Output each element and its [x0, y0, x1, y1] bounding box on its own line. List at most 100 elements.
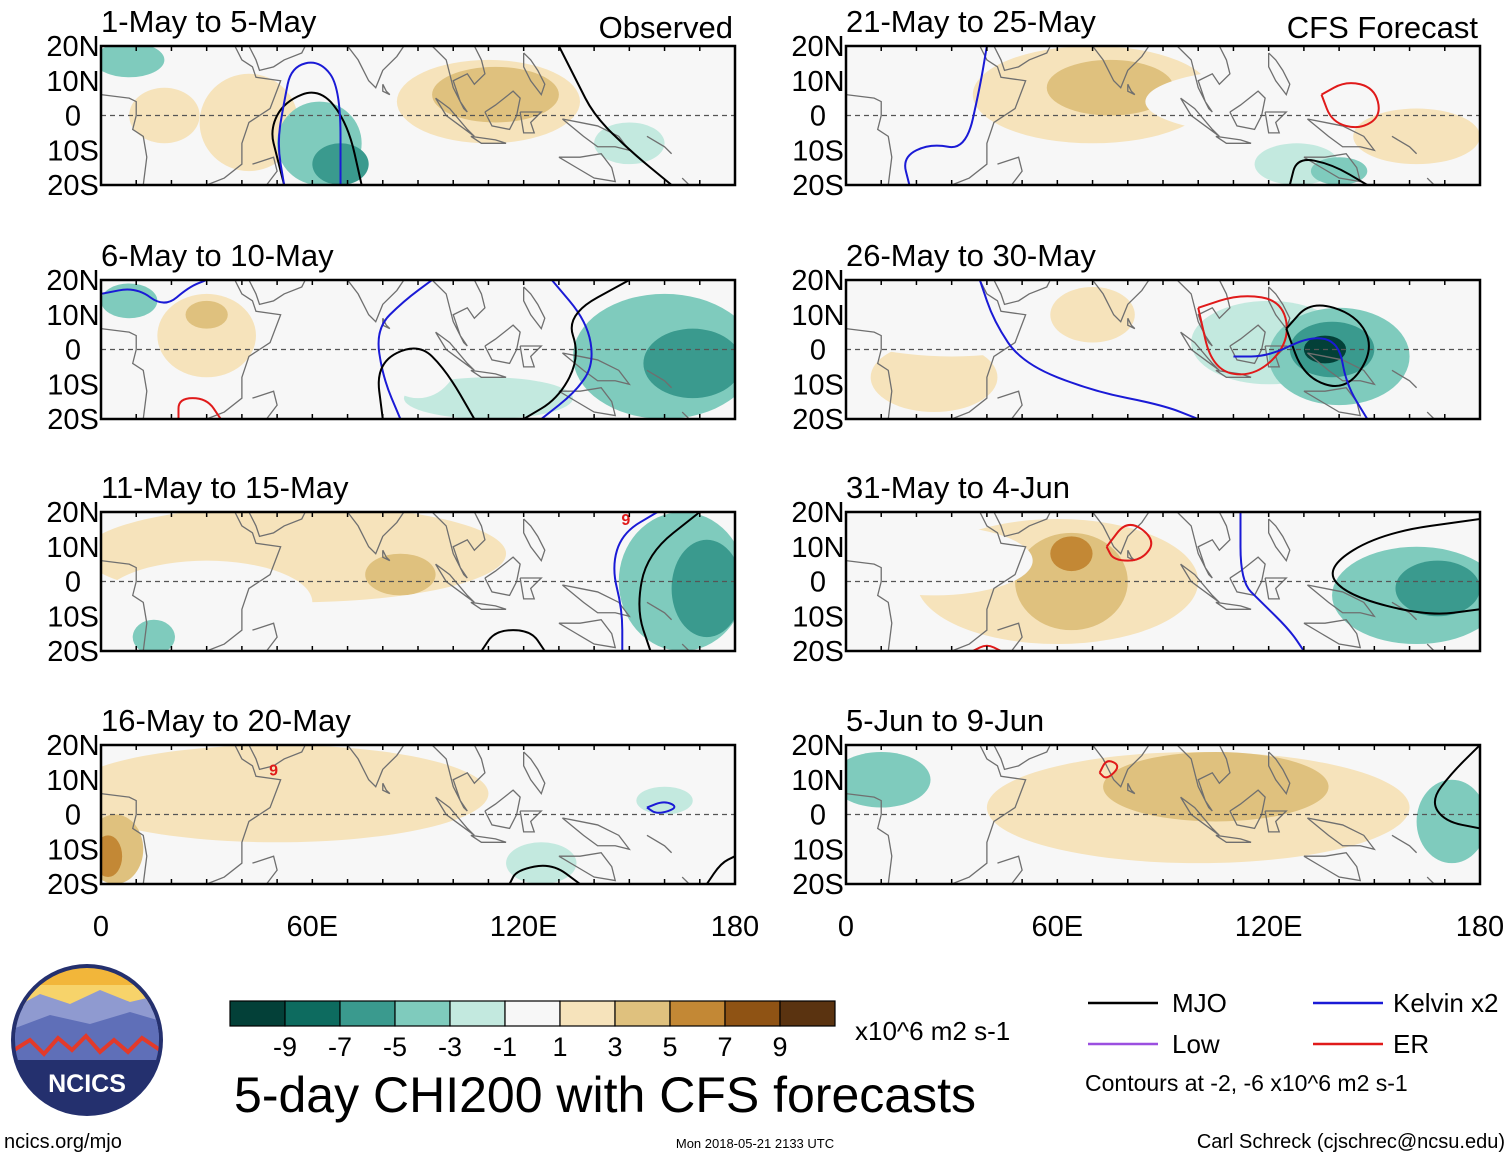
panel-title: 5-Jun to 9-Jun: [846, 703, 1044, 738]
y-tick-label: 0: [810, 335, 826, 367]
coastline: [248, 512, 306, 538]
colorbar-label: 1: [552, 1032, 567, 1062]
coastline: [1229, 789, 1266, 830]
mjo-contour: [377, 347, 476, 419]
er-contour: [1098, 760, 1119, 779]
coastline: [470, 834, 507, 843]
coastline: [993, 745, 1051, 771]
x-tick-label: 120E: [490, 911, 558, 943]
coastline: [519, 810, 543, 833]
y-tick-label: 10N: [791, 532, 844, 564]
mjo-contour: [638, 512, 701, 651]
er-contour: [1320, 82, 1380, 129]
kelvin-contour: [1233, 337, 1369, 419]
x-tick-label: 0: [838, 911, 854, 943]
mjo-contour: [1288, 159, 1368, 185]
coastline: [252, 622, 278, 651]
coastline: [646, 135, 673, 155]
enhanced-anomaly: [403, 377, 573, 419]
coastline: [561, 584, 631, 618]
suppressed-anomaly: [157, 293, 256, 378]
enhanced-anomaly: [671, 539, 735, 638]
coastline: [1268, 751, 1291, 796]
y-tick-label: 20N: [46, 265, 99, 297]
coastline: [951, 745, 1027, 884]
enhanced-anomaly: [101, 46, 165, 78]
colorbar-swatch: [669, 1000, 726, 1027]
coastline: [1215, 135, 1252, 144]
y-tick-label: 20S: [47, 404, 99, 436]
coastline: [382, 83, 391, 96]
y-tick-label: 20N: [791, 265, 844, 297]
y-tick-label: 20N: [791, 497, 844, 529]
coastline: [431, 512, 486, 579]
mjo-contour: [508, 864, 581, 884]
coastline: [1306, 584, 1376, 618]
coastline: [248, 745, 306, 771]
y-tick-label: 0: [810, 101, 826, 133]
filter-contours: [271, 46, 673, 185]
contour-label: 9: [269, 762, 278, 779]
coastlines: [101, 745, 690, 884]
legend: MJO Kelvin x2 Low ER Contours at -2, -6 …: [1085, 988, 1499, 1096]
panel-tag: CFS Forecast: [1287, 10, 1479, 45]
coastline: [523, 52, 546, 97]
coastline: [431, 46, 486, 113]
anomaly-field: [846, 286, 1410, 413]
er-contour: [1105, 523, 1153, 562]
anomaly-field: [101, 745, 693, 884]
ncics-logo: NCICS: [11, 964, 163, 1116]
coastline: [558, 852, 617, 882]
site-link[interactable]: ncics.org/mjo: [4, 1131, 122, 1153]
suppressed-anomaly: [101, 835, 123, 878]
coastline: [1176, 46, 1231, 113]
kelvin-contour: [978, 280, 1199, 419]
mjo-contour: [271, 91, 363, 185]
legend-er-label: ER: [1393, 1029, 1429, 1059]
suppressed-anomaly: [1046, 59, 1174, 116]
colorbar-swatch: [229, 1000, 286, 1027]
coastline: [1264, 111, 1288, 134]
colorbar-label: -1: [493, 1032, 517, 1062]
y-tick-label: 20S: [792, 869, 844, 901]
colorbar-label: 3: [607, 1032, 622, 1062]
timestamp: Mon 2018-05-21 2133 UTC: [676, 1136, 834, 1151]
colorbar-swatch: [339, 1000, 396, 1027]
coastline: [206, 745, 282, 884]
coastline: [997, 390, 1023, 419]
coastline: [1306, 817, 1376, 851]
units-label: x10^6 m2 s-1: [855, 1016, 1010, 1046]
coastline: [646, 369, 673, 389]
y-tick-label: 20S: [792, 404, 844, 436]
coastline: [846, 793, 893, 884]
y-tick-label: 10N: [791, 765, 844, 797]
contours-note: Contours at -2, -6 x10^6 m2 s-1: [1085, 1070, 1408, 1096]
panel-title: 31-May to 4-Jun: [846, 470, 1070, 505]
coastline: [1391, 834, 1418, 854]
coastline: [206, 512, 282, 651]
coastline: [333, 512, 405, 555]
coastline: [484, 556, 521, 597]
coastline: [1078, 46, 1150, 89]
coastline: [1268, 518, 1291, 563]
y-tick-label: 20N: [791, 730, 844, 762]
kelvin-contour: [277, 61, 342, 185]
coastline: [1391, 601, 1418, 621]
coastline: [1306, 118, 1376, 152]
y-tick-label: 10N: [46, 765, 99, 797]
kelvin-contour: [101, 280, 208, 304]
coastline: [846, 94, 893, 185]
y-tick-label: 0: [65, 335, 81, 367]
coastline: [382, 782, 391, 795]
y-tick-label: 20N: [46, 31, 99, 63]
y-tick-label: 20S: [47, 869, 99, 901]
colorbar-swatch: [284, 1000, 341, 1027]
